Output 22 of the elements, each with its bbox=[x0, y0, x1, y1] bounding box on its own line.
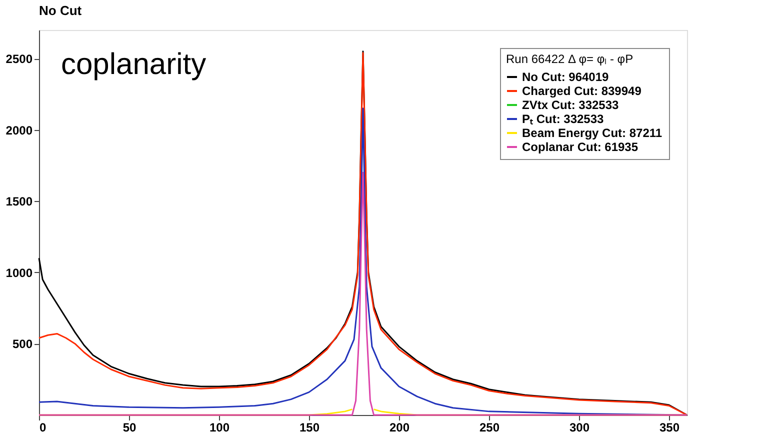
legend-label: Pₜ Cut: 332533 bbox=[522, 112, 604, 126]
x-tick-label: 150 bbox=[299, 420, 320, 434]
y-tick-label: 2500 bbox=[6, 52, 33, 66]
y-tick-label: 500 bbox=[12, 337, 33, 352]
legend-label: Charged Cut: 839949 bbox=[522, 84, 642, 98]
legend-label: No Cut: 964019 bbox=[522, 70, 610, 84]
y-tick-label: 1500 bbox=[6, 194, 33, 209]
x-tick-label: 200 bbox=[389, 420, 410, 434]
x-tick-label: 100 bbox=[209, 420, 230, 434]
x-tick-label: 350 bbox=[659, 420, 680, 434]
x-tick-label: 50 bbox=[122, 420, 136, 434]
legend-label: Coplanar Cut: 61935 bbox=[522, 140, 638, 154]
legend-label: ZVtx Cut: 332533 bbox=[522, 98, 620, 112]
annotation: coplanarity bbox=[61, 48, 206, 81]
y-tick-label: 1000 bbox=[6, 266, 33, 280]
x-tick-label: 300 bbox=[569, 420, 590, 434]
x-tick-label: 0 bbox=[40, 420, 46, 434]
x-tick-label: 250 bbox=[479, 420, 500, 434]
chart-title: No Cut bbox=[39, 3, 82, 18]
legend-label: Beam Energy Cut: 87211 bbox=[522, 126, 662, 140]
legend-title: Run 66422 Δ φ= φₗ - φP bbox=[506, 52, 634, 66]
y-tick-label: 2000 bbox=[6, 123, 33, 138]
